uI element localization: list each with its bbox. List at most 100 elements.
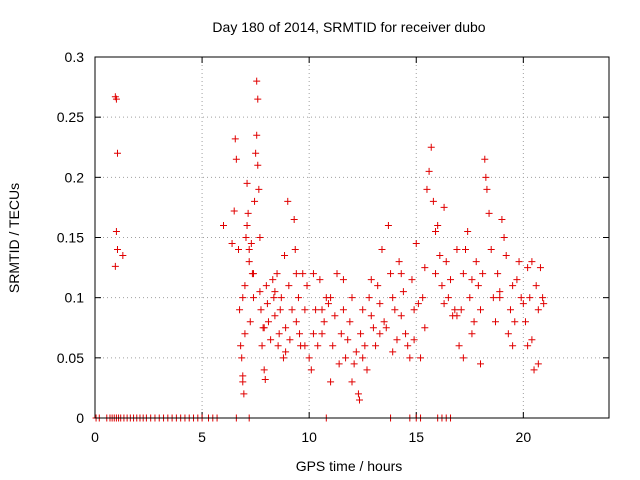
data-point: [440, 203, 448, 211]
y-tick-label: 0.15: [57, 230, 84, 246]
data-point: [256, 288, 264, 296]
data-point: [357, 330, 365, 338]
data-point: [397, 312, 405, 320]
data-point: [526, 294, 534, 302]
data-point: [333, 270, 341, 278]
plot-frame: [94, 56, 610, 419]
y-axis-label: SRMTID / TECUs: [6, 183, 22, 293]
data-point: [487, 246, 495, 254]
data-point: [240, 390, 248, 398]
data-point: [498, 215, 506, 223]
data-point: [384, 221, 392, 229]
data-point: [367, 276, 375, 284]
data-point: [436, 252, 444, 260]
data-point: [359, 306, 367, 314]
data-point: [455, 342, 463, 350]
data-point: [412, 240, 420, 248]
data-point: [372, 342, 380, 350]
data-point: [528, 258, 536, 266]
data-point: [252, 149, 260, 157]
data-point: [509, 282, 517, 290]
data-point: [239, 294, 247, 302]
data-point: [247, 240, 255, 248]
data-point: [301, 306, 309, 314]
data-point: [305, 354, 313, 362]
y-ticks: 0 0.05 0.1 0.15 0.2 0.25 0.3: [57, 49, 609, 426]
data-point: [339, 276, 347, 284]
data-point: [355, 396, 363, 404]
data-point: [324, 300, 332, 308]
data-point: [257, 306, 265, 314]
data-point: [249, 294, 257, 302]
data-point: [301, 342, 309, 350]
data-point: [367, 312, 375, 320]
data-point: [245, 246, 253, 254]
data-point: [477, 306, 484, 314]
data-point: [254, 161, 262, 169]
data-point: [408, 276, 416, 284]
data-point: [483, 185, 491, 193]
data-point: [273, 270, 281, 278]
data-point: [528, 336, 536, 344]
data-point: [404, 342, 412, 350]
data-point: [260, 366, 268, 374]
data-point: [534, 360, 542, 368]
data-point: [432, 270, 440, 278]
data-point: [253, 131, 261, 139]
data-point: [246, 318, 254, 326]
data-point: [307, 366, 315, 374]
data-point: [296, 330, 304, 338]
data-point: [399, 288, 407, 296]
data-point: [344, 336, 352, 344]
data-point: [267, 336, 275, 344]
data-point: [264, 318, 272, 326]
data-point: [382, 324, 390, 332]
data-point: [406, 354, 414, 362]
data-point: [524, 264, 532, 272]
data-point: [468, 276, 476, 284]
data-point: [524, 342, 532, 350]
data-point: [288, 306, 296, 314]
data-point: [230, 207, 238, 215]
data-point: [282, 324, 290, 332]
data-point: [369, 324, 377, 332]
data-point: [504, 330, 512, 338]
data-point: [466, 294, 474, 302]
data-point: [348, 378, 356, 386]
data-point: [258, 342, 266, 350]
data-point: [299, 270, 307, 278]
data-point: [282, 348, 290, 356]
data-point: [481, 155, 489, 163]
data-point: [462, 246, 470, 254]
data-point: [244, 209, 252, 217]
data-point: [391, 306, 399, 314]
data-point: [331, 312, 339, 320]
data-point: [243, 179, 251, 187]
data-point: [260, 324, 268, 332]
x-axis-label: GPS time / hours: [296, 458, 403, 474]
data-point: [329, 342, 337, 350]
data-point: [359, 354, 367, 362]
data-point: [316, 276, 324, 284]
x-tick-label: 5: [198, 429, 206, 445]
data-point: [402, 330, 410, 338]
data-point: [451, 306, 459, 314]
data-point: [269, 276, 277, 284]
data-point: [274, 342, 282, 350]
data-point: [245, 258, 253, 266]
data-point: [421, 264, 429, 272]
data-point: [540, 300, 548, 308]
data-point: [346, 318, 354, 326]
data-point: [234, 246, 242, 254]
data-point: [521, 318, 529, 326]
data-point: [292, 270, 300, 278]
data-point: [380, 318, 388, 326]
data-point: [320, 318, 328, 326]
data-point: [236, 306, 244, 314]
data-point: [530, 366, 538, 374]
data-point: [350, 360, 358, 368]
data-point: [414, 300, 422, 308]
data-point: [468, 330, 476, 338]
data-point: [354, 390, 362, 398]
data-point: [513, 276, 521, 284]
